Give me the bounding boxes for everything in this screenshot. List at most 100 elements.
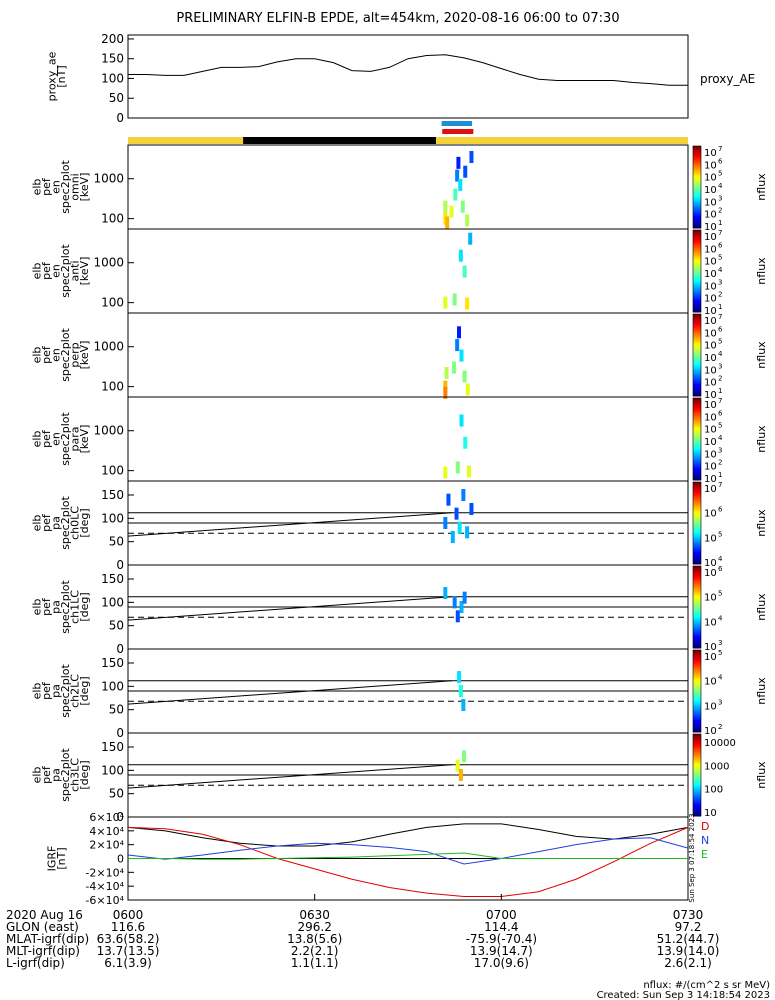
panel-ch0LC-colorbar-outline	[692, 481, 702, 565]
panel-ch2LC-colorbar-cell	[693, 670, 701, 674]
panel-ch0LC-tick-label: 0	[116, 558, 124, 572]
igrf-ylabel: IGRF[nT]	[45, 846, 68, 872]
panel-anti-colorbar-exp: 2	[718, 291, 722, 299]
panel-omni-colorbar-outline	[692, 145, 702, 229]
panel-ch3LC-colorbar-outline	[692, 733, 702, 817]
panel-ch2LC-ylabel-line: [deg]	[78, 676, 91, 705]
spectrogram-cell	[443, 386, 448, 399]
panel-ch3LC-tick-label: 50	[109, 787, 124, 801]
panel-ch2LC-ylabel-line: elb	[30, 683, 43, 700]
panel-para-colorbar-cell	[693, 443, 701, 446]
panel-perp-tick-label: 1000	[93, 340, 124, 354]
panel-ch0LC-colorbar-cell	[693, 537, 701, 540]
panel-ch1LC-colorbar-label: 10	[704, 617, 717, 628]
axis-row-value: 13.9(14.0)	[657, 944, 720, 958]
panel-perp-colorbar-cell	[693, 332, 701, 335]
spectrogram-cell	[458, 769, 463, 781]
panel-omni-colorbar-title: nflux	[755, 173, 768, 201]
panel-perp-ylabel-line: en	[49, 348, 62, 362]
panel-ch3LC-colorbar-cell	[693, 734, 701, 737]
panel-omni-colorbar-label: 10	[704, 222, 717, 233]
axis-row-label: MLT-igrf(dip)	[6, 944, 80, 958]
panel-ch3LC-colorbar-cell	[693, 799, 701, 803]
panel-omni-colorbar-cell	[693, 189, 701, 192]
panel-ch1LC-colorbar-cell	[693, 574, 701, 577]
panel-omni-colorbar-cell	[693, 215, 701, 219]
panel-para-colorbar-exp: 7	[718, 397, 722, 405]
panel-ch2LC-colorbar-cell	[693, 713, 701, 717]
panel-para-ylabel-line: [keV]	[78, 425, 91, 454]
panel-perp-colorbar-cell	[693, 320, 701, 323]
panel-omni-colorbar-cell	[693, 168, 701, 172]
panel-ch0LC-colorbar-cell	[693, 510, 701, 514]
igrf-component-label: N	[701, 834, 709, 847]
spectrogram-cell	[455, 339, 460, 352]
panel-omni-ylabel-line: pef	[40, 177, 53, 196]
panel-perp-colorbar-cell	[693, 357, 701, 360]
spectrogram-cell	[461, 489, 466, 501]
panel-ch2LC-colorbar-exp: 3	[718, 698, 722, 706]
axis-row-value: 17.0(9.6)	[474, 956, 529, 970]
panel-ch0LC-colorbar-cell	[693, 549, 701, 553]
panel-anti-colorbar-cell	[693, 301, 701, 305]
panel-perp-colorbar-cell	[693, 381, 701, 385]
panel-anti-tick-label: 100	[101, 296, 124, 310]
panel-ch1LC-colorbar-cell	[693, 639, 701, 643]
spectrogram-cell	[462, 750, 466, 763]
panel-ch0LC-colorbar-cell	[693, 561, 701, 565]
panel-perp-colorbar-cell	[693, 389, 701, 393]
panel-perp-colorbar-cell	[693, 377, 701, 381]
panel-ch2LC-colorbar-cell	[693, 709, 701, 712]
panel-ch2LC-colorbar-cell	[693, 705, 701, 708]
panel-para-colorbar-cell	[693, 408, 701, 411]
panel-ch0LC-colorbar-exp: 5	[718, 530, 722, 538]
panel-anti-colorbar-cell	[693, 264, 701, 268]
panel-anti-colorbar-cell	[693, 275, 701, 278]
panel-ch2LC-colorbar-cell	[693, 723, 701, 727]
panel-ch1LC-ylabel-line: [deg]	[78, 592, 91, 621]
panel-ch0LC-colorbar-cell	[693, 531, 701, 534]
panel-ch1LC-tick-label: 150	[101, 572, 124, 586]
panel-anti-colorbar-cell	[693, 299, 701, 303]
panel-para-colorbar-cell	[693, 398, 701, 401]
panel-ch1LC-ylabel-line: pef	[40, 597, 53, 616]
spectrogram-cell	[452, 293, 457, 306]
spectrogram-cell	[457, 521, 462, 534]
panel-para-colorbar-label: 10	[704, 412, 717, 423]
panel-ch2LC-colorbar-title: nflux	[755, 677, 768, 705]
spectrogram-cell	[453, 188, 458, 201]
panel-ch0LC-colorbar-cell	[693, 508, 701, 512]
panel-ch1LC-colorbar-cell	[693, 594, 701, 598]
panel-ch1LC-slope-line	[127, 596, 452, 621]
panel-para-colorbar-cell	[693, 432, 701, 436]
panel-omni-colorbar-cell	[693, 176, 701, 180]
panel-para-colorbar-cell	[693, 420, 701, 424]
panel-ch0LC-colorbar-label: 10	[704, 484, 717, 495]
panel-anti-colorbar-exp: 7	[718, 229, 722, 237]
panel-ch2LC-colorbar-cell	[693, 684, 701, 688]
panel-ch2LC-colorbar-cell	[693, 699, 701, 702]
proxy-ae-ylabel: proxy_ae[nT]	[45, 51, 68, 101]
panel-ch0LC-ylabel-line: ch0LC	[68, 506, 81, 540]
panel-perp-colorbar-cell	[693, 365, 701, 368]
panel-anti-colorbar-cell	[693, 303, 701, 307]
panel-para-colorbar-exp: 3	[718, 446, 722, 454]
panel-anti-colorbar-exp: 3	[718, 278, 722, 286]
proxy-ae-tick-label: 150	[101, 52, 124, 66]
panel-perp-colorbar-label: 10	[704, 378, 717, 389]
panel-ch0LC-colorbar-cell	[693, 512, 701, 516]
spectrogram-cell	[443, 380, 448, 393]
panel-ch1LC-colorbar-cell	[693, 611, 701, 614]
panel-ch1LC-colorbar-cell	[693, 635, 701, 639]
panel-ch3LC-colorbar-cell	[693, 807, 701, 811]
panel-ch2LC-colorbar-cell	[693, 654, 701, 657]
panel-perp-colorbar-cell	[693, 350, 701, 354]
panel-perp-colorbar-label: 10	[704, 316, 717, 327]
panel-anti-colorbar-cell	[693, 248, 701, 251]
panel-perp-frame	[127, 312, 689, 398]
axis-row-value: 116.6	[111, 920, 145, 934]
igrf-trace-black	[127, 823, 689, 847]
panel-ch2LC-ylabel-line: pef	[40, 681, 53, 700]
panel-ch1LC-colorbar-cell	[693, 598, 701, 602]
spectrogram-cell	[454, 507, 459, 520]
